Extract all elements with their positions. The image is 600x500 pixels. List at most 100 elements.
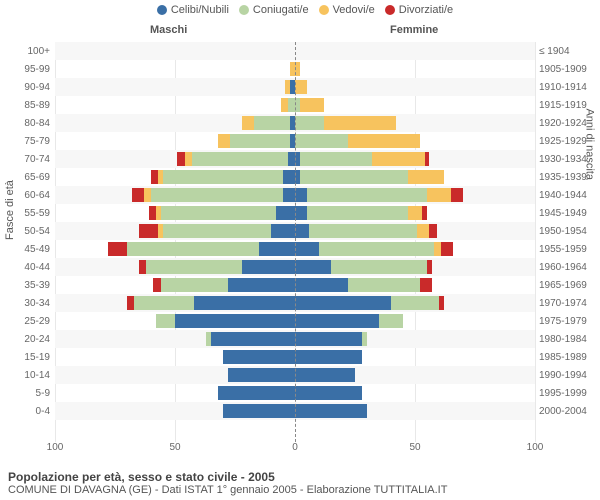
chart-subtitle: COMUNE DI DAVAGNA (GE) - Dati ISTAT 1° g… bbox=[8, 484, 447, 496]
x-tick: 50 bbox=[169, 442, 180, 453]
bar-segment bbox=[254, 116, 290, 130]
age-label: 95-99 bbox=[5, 64, 50, 75]
age-label: 20-24 bbox=[5, 334, 50, 345]
birth-label: ≤ 1904 bbox=[539, 46, 597, 57]
bar-segment bbox=[295, 224, 309, 238]
bar-segment bbox=[185, 152, 192, 166]
bar-segment bbox=[324, 116, 396, 130]
bar-segment bbox=[295, 116, 324, 130]
female-bar bbox=[295, 134, 420, 148]
age-label: 80-84 bbox=[5, 118, 50, 129]
bar-segment bbox=[300, 98, 324, 112]
age-label: 75-79 bbox=[5, 136, 50, 147]
heading-male: Maschi bbox=[150, 24, 187, 36]
female-bar bbox=[295, 170, 444, 184]
bar-segment bbox=[127, 296, 134, 310]
bar-segment bbox=[228, 278, 295, 292]
bar-segment bbox=[348, 134, 420, 148]
x-tick: 0 bbox=[292, 442, 298, 453]
bar-segment bbox=[295, 206, 307, 220]
male-bar bbox=[108, 242, 295, 256]
bar-segment bbox=[271, 224, 295, 238]
female-bar bbox=[295, 152, 429, 166]
age-label: 30-34 bbox=[5, 298, 50, 309]
birth-label: 1905-1909 bbox=[539, 64, 597, 75]
male-bar bbox=[206, 332, 295, 346]
legend-label: Vedovi/e bbox=[333, 4, 375, 16]
male-bar bbox=[156, 314, 295, 328]
legend-label: Coniugati/e bbox=[253, 4, 309, 16]
male-bar bbox=[151, 170, 295, 184]
legend-swatch bbox=[157, 5, 167, 15]
bar-segment bbox=[146, 260, 242, 274]
male-bar bbox=[139, 260, 295, 274]
age-label: 65-69 bbox=[5, 172, 50, 183]
male-bar bbox=[127, 296, 295, 310]
female-bar bbox=[295, 224, 437, 238]
x-tick: 100 bbox=[47, 442, 64, 453]
bar-segment bbox=[163, 170, 283, 184]
female-bar bbox=[295, 80, 307, 94]
chart-title: Popolazione per età, sesso e stato civil… bbox=[8, 470, 447, 484]
bar-segment bbox=[295, 260, 331, 274]
birth-label: 1925-1929 bbox=[539, 136, 597, 147]
bar-segment bbox=[441, 242, 453, 256]
bar-segment bbox=[295, 188, 307, 202]
bar-segment bbox=[242, 116, 254, 130]
age-label: 25-29 bbox=[5, 316, 50, 327]
bar-segment bbox=[218, 386, 295, 400]
bar-segment bbox=[223, 404, 295, 418]
bar-segment bbox=[230, 134, 290, 148]
bar-segment bbox=[429, 224, 436, 238]
male-bar bbox=[149, 206, 295, 220]
bar-segment bbox=[408, 170, 444, 184]
bar-segment bbox=[295, 350, 362, 364]
bar-segment bbox=[151, 170, 158, 184]
legend-label: Celibi/Nubili bbox=[171, 4, 229, 16]
male-bar bbox=[218, 134, 295, 148]
center-axis bbox=[295, 42, 296, 442]
bar-segment bbox=[163, 224, 271, 238]
female-bar bbox=[295, 188, 463, 202]
birth-label: 1970-1974 bbox=[539, 298, 597, 309]
bar-segment bbox=[153, 278, 160, 292]
bar-segment bbox=[192, 152, 288, 166]
age-label: 15-19 bbox=[5, 352, 50, 363]
birth-label: 1985-1989 bbox=[539, 352, 597, 363]
birth-label: 2000-2004 bbox=[539, 406, 597, 417]
male-bar bbox=[153, 278, 295, 292]
bar-segment bbox=[211, 332, 295, 346]
bar-segment bbox=[408, 206, 422, 220]
male-bar bbox=[218, 386, 295, 400]
birth-label: 1945-1949 bbox=[539, 208, 597, 219]
bar-segment bbox=[283, 188, 295, 202]
bar-segment bbox=[307, 188, 427, 202]
bar-segment bbox=[228, 368, 295, 382]
bar-segment bbox=[331, 260, 427, 274]
male-bar bbox=[132, 188, 295, 202]
heading-female: Femmine bbox=[390, 24, 438, 36]
female-bar bbox=[295, 404, 367, 418]
age-label: 40-44 bbox=[5, 262, 50, 273]
age-label: 60-64 bbox=[5, 190, 50, 201]
female-bar bbox=[295, 350, 362, 364]
age-label: 55-59 bbox=[5, 208, 50, 219]
bar-segment bbox=[372, 152, 425, 166]
female-bar bbox=[295, 116, 396, 130]
age-label: 45-49 bbox=[5, 244, 50, 255]
bar-segment bbox=[420, 278, 432, 292]
x-tick: 50 bbox=[409, 442, 420, 453]
bar-segment bbox=[139, 224, 158, 238]
legend: Celibi/NubiliConiugati/eVedovi/eDivorzia… bbox=[0, 4, 600, 16]
age-label: 90-94 bbox=[5, 82, 50, 93]
bar-segment bbox=[177, 152, 184, 166]
bar-segment bbox=[108, 242, 127, 256]
bar-segment bbox=[300, 170, 408, 184]
bar-segment bbox=[391, 296, 439, 310]
bar-segment bbox=[427, 260, 432, 274]
bar-segment bbox=[295, 242, 319, 256]
bar-segment bbox=[295, 368, 355, 382]
birth-label: 1965-1969 bbox=[539, 280, 597, 291]
male-bar bbox=[285, 80, 295, 94]
birth-label: 1910-1914 bbox=[539, 82, 597, 93]
